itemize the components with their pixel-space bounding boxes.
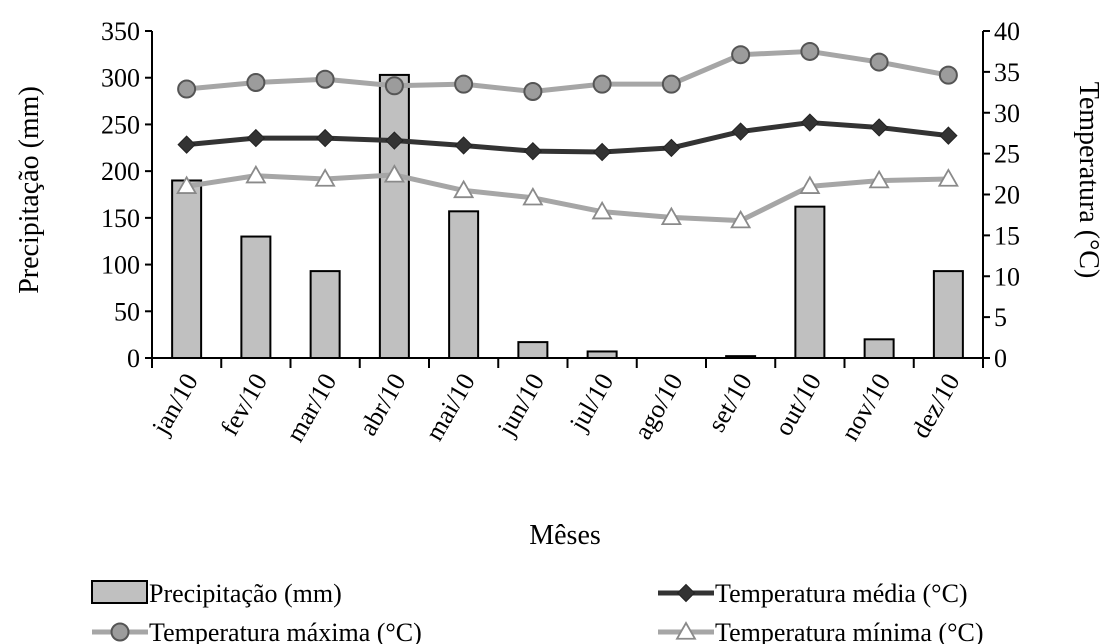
precipitation-bars [172, 75, 963, 358]
diamond-marker-set/10 [732, 123, 749, 140]
diamond-marker-ago/10 [663, 139, 680, 156]
x-axis-title: Mêses [529, 520, 601, 551]
precip-bar-mar/10 [311, 271, 340, 358]
y-left-tick-label: 50 [114, 297, 140, 326]
precip-bar-nov/10 [865, 339, 894, 358]
diamond-marker-jan/10 [178, 136, 195, 153]
x-tick-label-mai/10: mai/10 [420, 369, 481, 446]
x-tick-label-nov/10: nov/10 [835, 369, 896, 446]
line-circle [187, 51, 949, 91]
diamond-marker-fev/10 [247, 130, 264, 147]
x-tick-label-abr/10: abr/10 [353, 369, 411, 441]
x-tick-label-out/10: out/10 [769, 369, 827, 441]
y-right-tick-label: 20 [994, 181, 1020, 210]
line-diamond [187, 123, 949, 152]
x-tick-label-jun/10: jun/10 [491, 369, 550, 442]
line-triangle [187, 175, 949, 221]
precip-bar-fev/10 [241, 237, 270, 358]
legend-label: Temperatura máxima (°C) [149, 618, 422, 644]
diamond-marker-nov/10 [871, 119, 888, 136]
circle-marker-out/10 [801, 43, 818, 60]
precip-bar-dez/10 [934, 271, 963, 358]
legend-marker-diamond [678, 585, 695, 602]
circle-marker-fev/10 [247, 74, 264, 91]
y-left-tick-label: 200 [101, 157, 140, 186]
y-left-tick-label: 350 [101, 17, 140, 46]
precip-bar-out/10 [795, 207, 824, 358]
circle-marker-mar/10 [317, 71, 334, 88]
x-tick-label-set/10: set/10 [702, 369, 758, 437]
y-right-tick-label: 0 [994, 344, 1007, 373]
tick-labels: 0 50 100 150 200 250 300 350 0 5 10 15 20 25 30 35 40 jan… [101, 17, 1020, 447]
circle-marker-abr/10 [386, 77, 403, 94]
diamond-marker-jun/10 [524, 143, 541, 160]
circle-marker-set/10 [732, 46, 749, 63]
y-axis-left-title: Precipitação (mm) [14, 86, 45, 294]
y-right-tick-label: 40 [994, 17, 1020, 46]
temperature-lines [178, 43, 958, 227]
circle-marker-jun/10 [524, 83, 541, 100]
circle-marker-jul/10 [594, 76, 611, 93]
precip-bar-jan/10 [172, 180, 201, 358]
legend-label: Precipitação (mm) [149, 579, 342, 608]
circle-marker-dez/10 [940, 67, 957, 84]
precip-bar-jun/10 [518, 342, 547, 358]
circle-marker-jan/10 [178, 81, 195, 98]
circle-marker-nov/10 [871, 54, 888, 71]
y-right-tick-label: 5 [994, 303, 1007, 332]
legend-swatch-bar [92, 581, 147, 603]
legend-marker-circle [112, 624, 129, 641]
x-tick-label-ago/10: ago/10 [628, 369, 688, 445]
y-left-tick-label: 0 [127, 344, 140, 373]
y-right-tick-label: 30 [994, 99, 1020, 128]
legend: Precipitação (mm) Temperatura média (°C) T… [92, 579, 983, 644]
legend-label: Temperatura mínima (°C) [715, 618, 983, 644]
x-tick-label-jul/10: jul/10 [563, 369, 619, 437]
y-axis-right-title: Temperatura (°C) [1073, 82, 1101, 279]
y-right-tick-label: 35 [994, 58, 1020, 87]
y-left-tick-label: 300 [101, 64, 140, 93]
x-tick-label-mar/10: mar/10 [280, 369, 342, 447]
x-tick-label-fev/10: fev/10 [215, 369, 273, 441]
y-left-tick-label: 150 [101, 204, 140, 233]
circle-marker-mai/10 [455, 76, 472, 93]
legend-label: Temperatura média (°C) [715, 579, 968, 608]
precip-bar-abr/10 [380, 75, 409, 358]
diamond-marker-out/10 [801, 114, 818, 131]
precip-bar-mai/10 [449, 211, 478, 358]
x-tick-label-jan/10: jan/10 [146, 369, 204, 441]
x-tick-label-dez/10: dez/10 [906, 369, 966, 444]
diamond-marker-mar/10 [317, 130, 334, 147]
y-right-tick-label: 10 [994, 262, 1020, 291]
diamond-marker-mai/10 [455, 137, 472, 154]
y-left-tick-label: 100 [101, 251, 140, 280]
y-left-tick-label: 250 [101, 110, 140, 139]
diamond-marker-dez/10 [940, 127, 957, 144]
circle-marker-ago/10 [663, 76, 680, 93]
y-right-tick-label: 15 [994, 221, 1020, 250]
diamond-marker-jul/10 [594, 143, 611, 160]
y-right-tick-label: 25 [994, 140, 1020, 169]
